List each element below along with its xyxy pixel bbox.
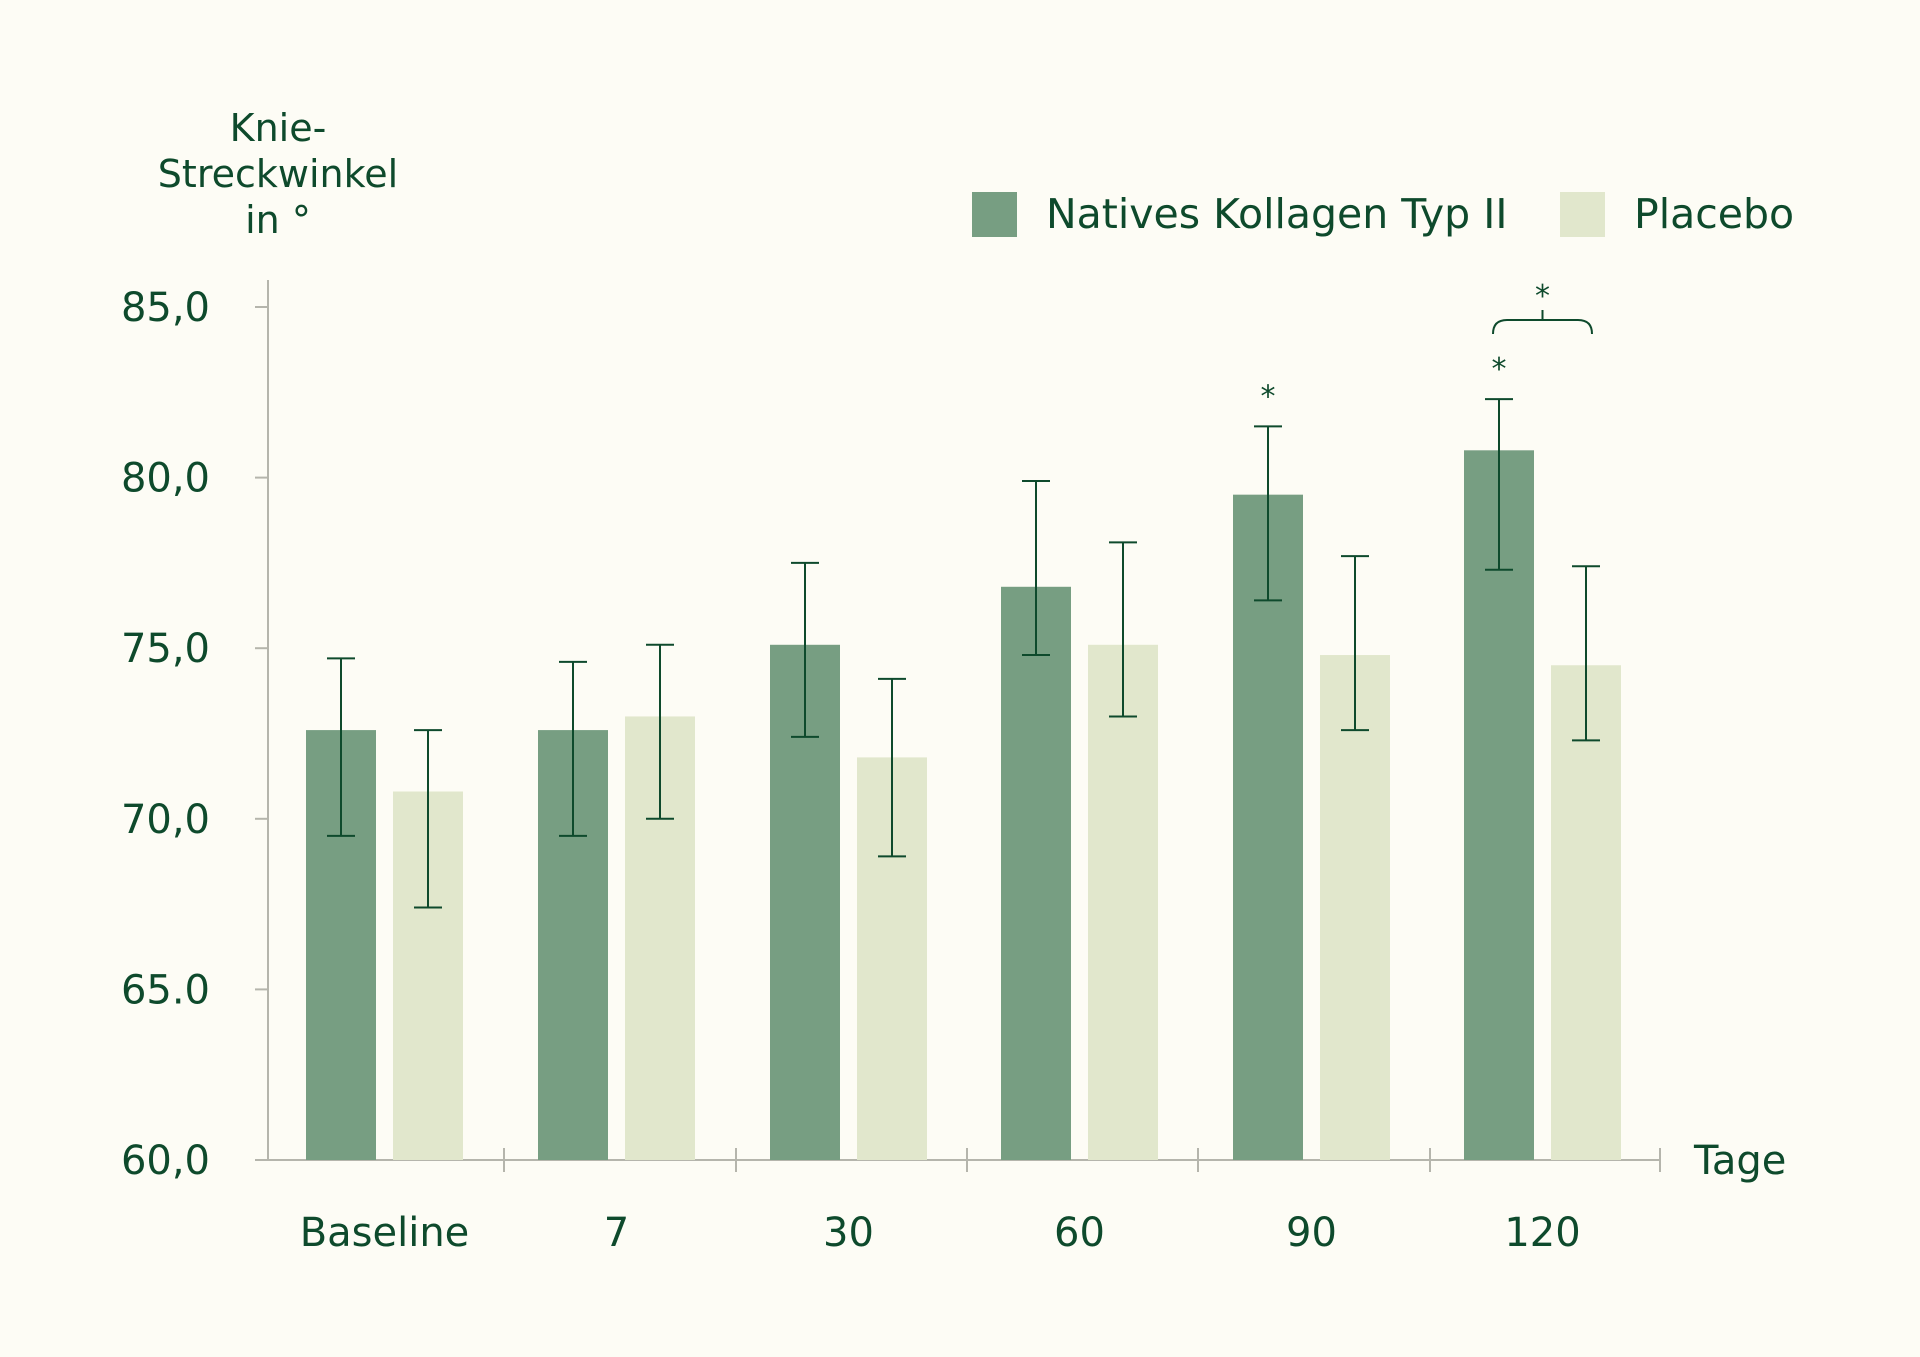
y-axis-title-line-1: Knie- <box>229 106 327 150</box>
legend-swatch-placebo <box>1560 192 1605 237</box>
x-tick-label: Baseline <box>300 1210 470 1256</box>
y-tick-label: 75,0 <box>121 626 210 672</box>
bar <box>1233 494 1303 1160</box>
y-axis-title: Knie- Streckwinkel in ° <box>138 105 418 243</box>
y-axis-title-line-2: Streckwinkel <box>157 152 399 196</box>
significance-asterisk: * <box>1535 279 1550 314</box>
y-tick-label: 80,0 <box>121 456 210 502</box>
x-tick-label: 7 <box>604 1210 629 1256</box>
y-axis-title-line-3: in ° <box>245 198 311 242</box>
x-tick-label: 90 <box>1286 1210 1337 1256</box>
bar <box>1088 644 1158 1160</box>
significance-asterisk: * <box>1492 352 1507 387</box>
x-axis-title: Tage <box>1693 1138 1786 1184</box>
x-tick-label: 60 <box>1054 1210 1105 1256</box>
x-tick-label: 30 <box>823 1210 874 1256</box>
x-tick-label: 120 <box>1504 1210 1580 1256</box>
significance-asterisk: * <box>1261 379 1276 414</box>
y-tick-label: 60,0 <box>121 1138 210 1184</box>
y-tick-label: 85,0 <box>121 285 210 331</box>
bar <box>1320 655 1390 1160</box>
significance-bracket <box>1492 310 1593 335</box>
legend-swatch-kollagen <box>972 192 1017 237</box>
legend-label-placebo: Placebo <box>1634 190 1795 238</box>
bar <box>1001 586 1071 1160</box>
y-tick-label: 70,0 <box>121 797 210 843</box>
bar <box>1551 665 1621 1160</box>
legend-label-kollagen: Natives Kollagen Typ II <box>1046 190 1508 238</box>
y-tick-label: 65.0 <box>121 967 210 1013</box>
